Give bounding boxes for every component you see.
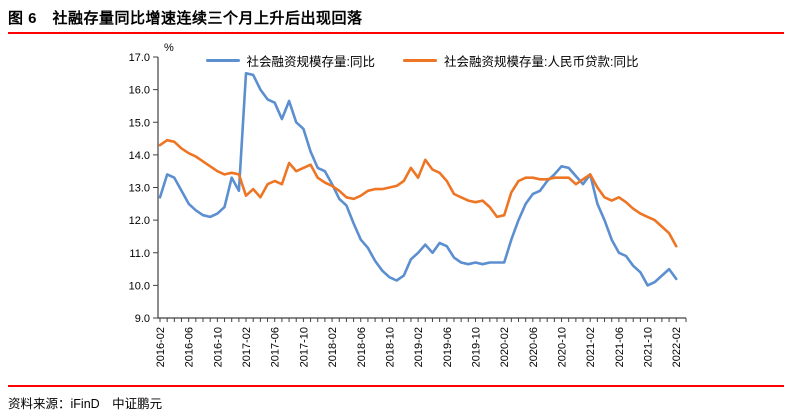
x-tick-label: 2019-02 (413, 327, 425, 367)
x-tick-label: 2016-06 (184, 327, 196, 367)
footer-separator-line (8, 385, 784, 387)
x-tick-label: 2019-10 (470, 327, 482, 367)
x-tick-label: 2018-02 (327, 327, 339, 367)
legend-item-loan: 社会融资规模存量:人民币贷款:同比 (403, 51, 638, 70)
chart-legend: 社会融资规模存量:同比 社会融资规模存量:人民币贷款:同比 (158, 51, 686, 70)
series-loan-line (158, 138, 678, 248)
x-tick-label: 2017-06 (270, 327, 282, 367)
x-tick-label: 2021-10 (643, 327, 655, 367)
y-tick-label: 9.0 (135, 313, 150, 325)
legend-label-sofi: 社会融资规模存量:同比 (246, 54, 376, 69)
figure-title: 图 6 社融存量同比增速连续三个月上升后出现回落 (8, 10, 363, 27)
x-tick-label: 2017-10 (298, 327, 310, 367)
y-tick-label: 11.0 (129, 248, 150, 260)
y-tick-label: 14.0 (129, 150, 150, 162)
x-tick-label: 2017-02 (241, 327, 253, 367)
x-tick-label: 2020-06 (528, 327, 540, 367)
legend-label-loan: 社会融资规模存量:人民币贷款:同比 (444, 54, 639, 69)
y-tick-label: 10.0 (129, 280, 150, 292)
sofi-growth-line-chart: 9.0 10.0 11.0 12.0 13.0 14.0 15.0 16.0 17.0% 2016… (129, 42, 687, 367)
x-tick-label: 2020-02 (499, 327, 511, 367)
x-tick-label: 2016-02 (155, 327, 167, 367)
y-axis-unit-label: % (164, 42, 174, 54)
x-tick-label: 2020-10 (557, 327, 569, 367)
legend-item-sofi: 社会融资规模存量:同比 (205, 51, 376, 70)
x-tick-label: 2021-06 (614, 327, 626, 367)
y-tick-label: 15.0 (129, 117, 150, 129)
y-tick-label: 16.0 (129, 85, 150, 97)
legend-line-loan-icon (403, 58, 438, 62)
x-tick-label: 2016-10 (212, 327, 224, 367)
y-tick-label: 17.0 (129, 52, 150, 64)
x-tick-label: 2022-02 (671, 327, 683, 367)
x-tick-label: 2019-06 (442, 327, 454, 367)
x-tick-label: 2018-10 (384, 327, 396, 367)
title-separator-line (8, 32, 784, 34)
x-tick-label: 2018-06 (356, 327, 368, 367)
series-sofi-line (158, 71, 678, 287)
y-tick-label: 13.0 (129, 183, 150, 195)
legend-line-sofi-icon (205, 58, 240, 62)
source-note: 资料来源：iFinD 中证鹏元 (8, 397, 163, 411)
x-tick-label: 2021-02 (585, 327, 597, 367)
y-tick-label: 12.0 (129, 215, 150, 227)
